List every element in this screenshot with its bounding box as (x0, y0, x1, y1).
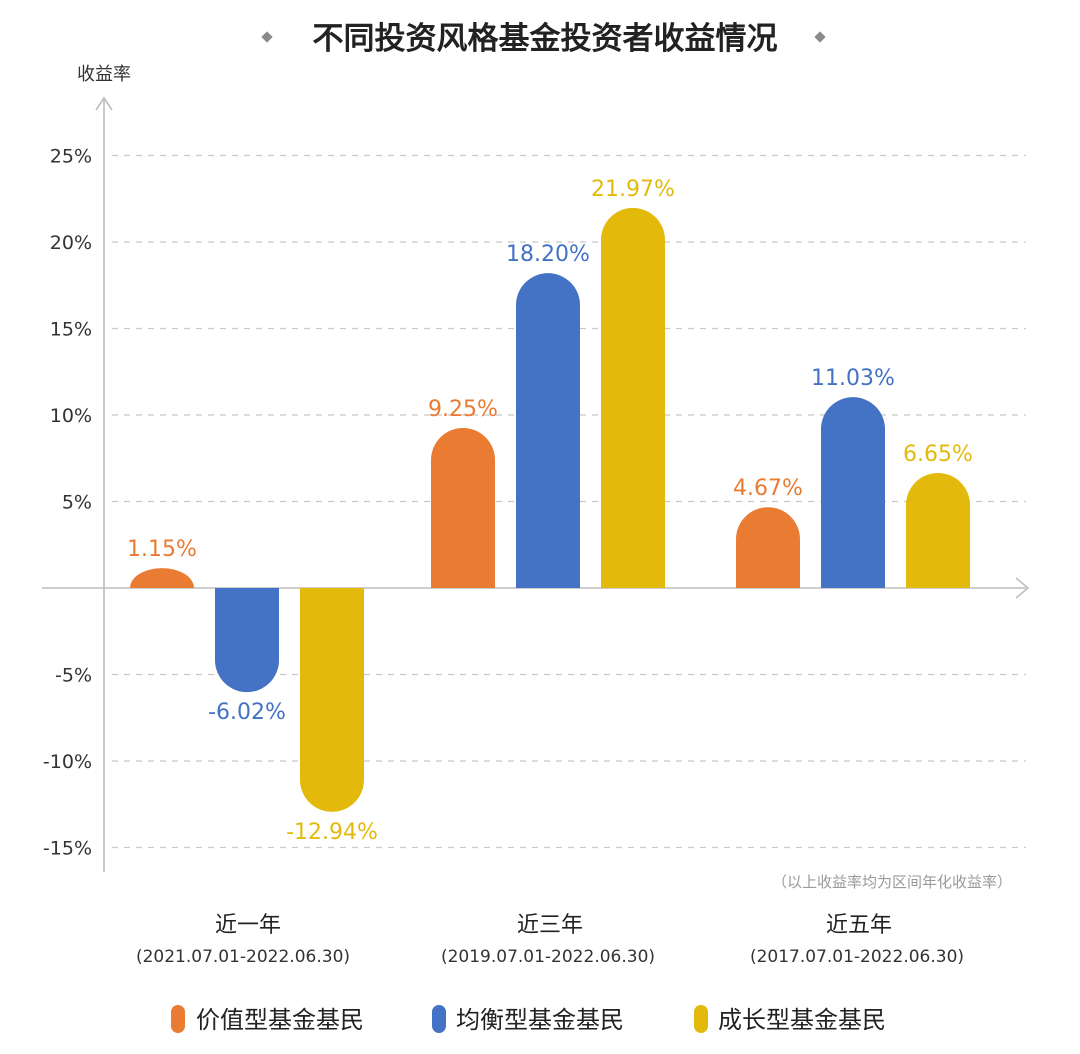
data-label: 21.97% (591, 177, 675, 202)
legend-label-value: 价值型基金基民 (196, 1006, 364, 1034)
data-label: 9.25% (428, 397, 498, 422)
data-label: 18.20% (506, 242, 590, 267)
bar (215, 588, 279, 693)
title-left-diamond-icon (261, 31, 273, 43)
legend-swatch-value (171, 1005, 185, 1033)
bar (130, 568, 194, 588)
category-label-5y: 近五年 (826, 913, 892, 938)
bar (821, 397, 885, 588)
category-label-1y: 近一年 (215, 913, 281, 938)
category-range-1y: (2021.07.01-2022.06.30) (136, 947, 350, 967)
bar (906, 472, 970, 588)
data-label: 1.15% (127, 537, 197, 562)
legend-swatch-balanced (432, 1005, 446, 1033)
legend-swatch-growth (694, 1005, 708, 1033)
data-label: 6.65% (903, 442, 973, 467)
category-label-3y: 近三年 (517, 913, 583, 938)
chart-note: （以上收益率均为区间年化收益率） (772, 873, 1012, 891)
data-label: -12.94% (286, 820, 378, 845)
y-tick-label: -5% (55, 665, 92, 687)
bar (431, 427, 495, 588)
category-labels: 近一年 (2021.07.01-2022.06.30) 近三年 (2019.07… (136, 913, 964, 967)
bar (736, 507, 800, 588)
y-tick-label: 15% (50, 319, 92, 341)
y-tick-label: 25% (50, 146, 92, 168)
y-tick-label: 5% (62, 492, 92, 514)
bars (130, 207, 970, 812)
y-tick-labels: 25% 20% 15% 10% 5% -5% -10% -15% (43, 146, 92, 860)
bar (601, 207, 665, 588)
y-tick-label: -15% (43, 838, 92, 860)
y-tick-label: -10% (43, 751, 92, 773)
value-labels: 1.15% 9.25% 4.67% -6.02% 18.20% 11.03% -12.94%… (127, 177, 973, 845)
data-label: 11.03% (811, 366, 895, 391)
category-range-3y: (2019.07.01-2022.06.30) (441, 947, 655, 967)
legend: 价值型基金基民 均衡型基金基民 成长型基金基民 (171, 1005, 886, 1034)
x-axis-arrow-icon (1015, 577, 1030, 599)
bar (300, 588, 364, 812)
category-range-5y: (2017.07.01-2022.06.30) (750, 947, 964, 967)
legend-label-growth: 成长型基金基民 (718, 1006, 886, 1034)
chart-title: 不同投资风格基金投资者收益情况 (313, 21, 778, 57)
chart-title-group: 不同投资风格基金投资者收益情况 (261, 21, 826, 57)
bar (516, 273, 580, 588)
data-label: -6.02% (208, 700, 286, 725)
y-axis-label: 收益率 (77, 64, 131, 85)
data-label: 4.67% (733, 476, 803, 501)
y-tick-label: 20% (50, 232, 92, 254)
title-right-diamond-icon (814, 31, 826, 43)
y-tick-label: 10% (50, 405, 92, 427)
legend-label-balanced: 均衡型基金基民 (456, 1006, 624, 1034)
y-axis-arrow-icon (95, 96, 113, 111)
